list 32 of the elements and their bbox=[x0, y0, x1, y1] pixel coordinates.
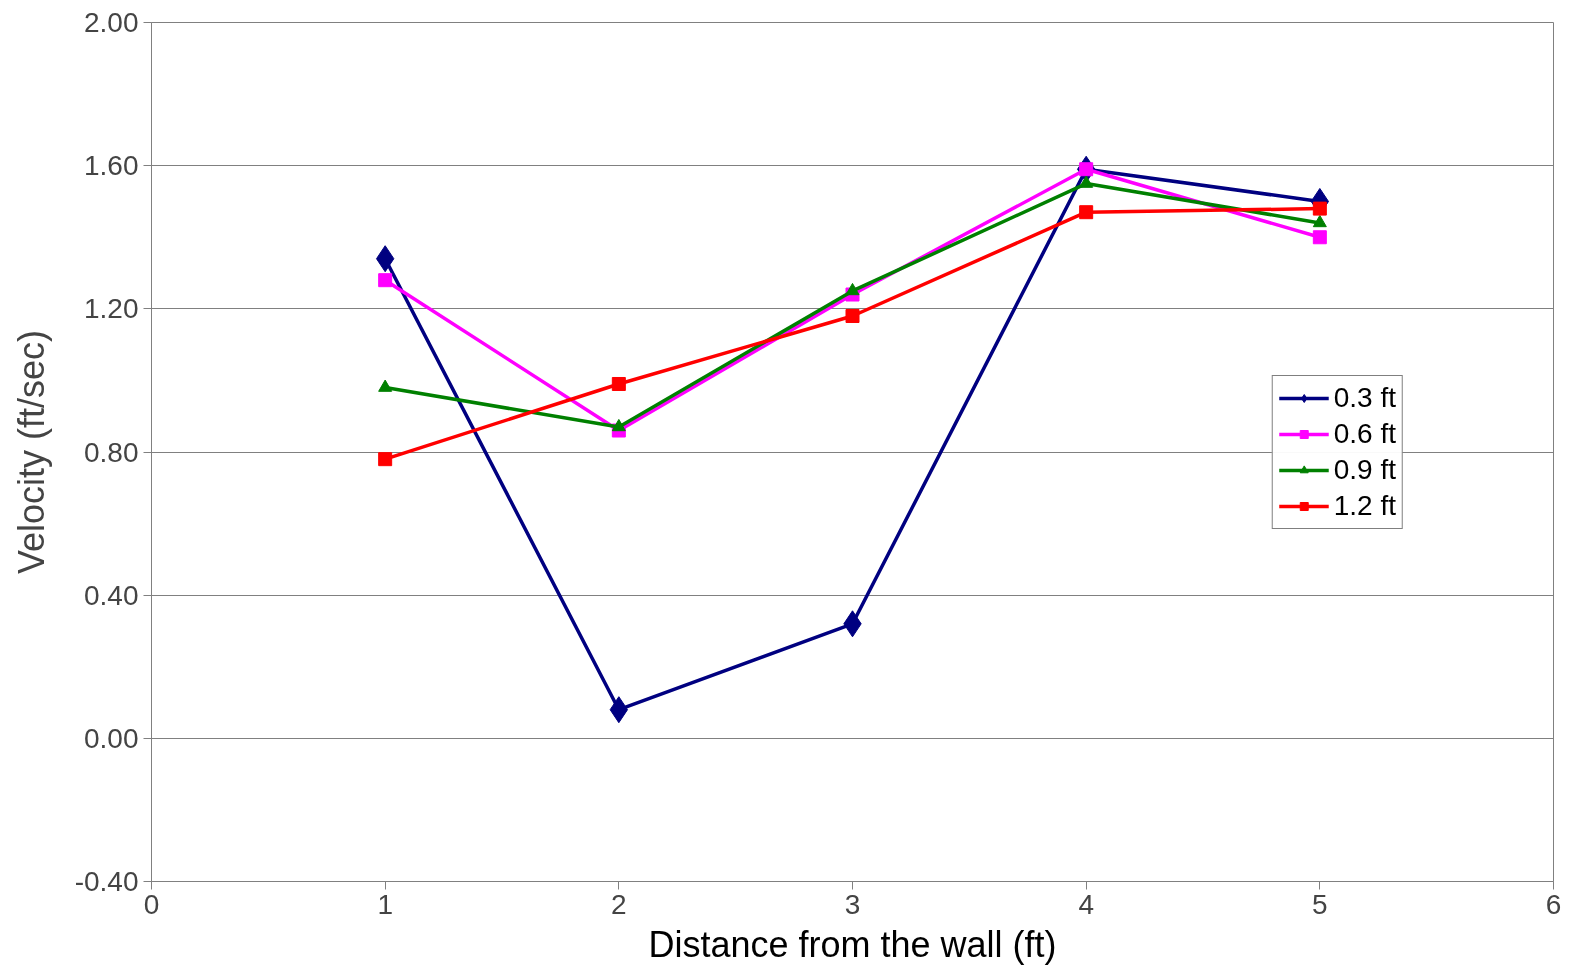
legend-label: 0.9 ft bbox=[1333, 453, 1396, 486]
y-tick-label: 1.20 bbox=[84, 293, 139, 325]
y-tick-label: -0.40 bbox=[74, 866, 139, 897]
point bbox=[845, 282, 860, 296]
x-tick-label: 4 bbox=[1078, 888, 1094, 920]
legend-label: 0.6 ft bbox=[1333, 417, 1396, 450]
x-tick-label: 2 bbox=[611, 888, 627, 920]
x-tick-label: 5 bbox=[1312, 888, 1328, 920]
point bbox=[1079, 175, 1094, 188]
x-tick-label: 3 bbox=[844, 888, 861, 920]
point bbox=[1312, 230, 1327, 245]
point bbox=[1079, 205, 1094, 220]
point bbox=[378, 273, 393, 288]
y-tick-label: 0.00 bbox=[84, 722, 139, 754]
y-tick-label: 0.80 bbox=[84, 436, 139, 468]
point bbox=[611, 418, 626, 432]
y-tick-label: 0.40 bbox=[84, 579, 139, 611]
point bbox=[1312, 214, 1327, 228]
legend-label: 1.2 ft bbox=[1333, 489, 1396, 522]
point bbox=[611, 377, 626, 391]
x-tick-label: 0 bbox=[143, 888, 160, 920]
x-tick-label: 1 bbox=[377, 888, 393, 920]
point bbox=[378, 452, 393, 467]
x-tick-label: 6 bbox=[1545, 888, 1562, 920]
y-tick-label: 2.00 bbox=[84, 7, 139, 38]
y-tick-label: 1.60 bbox=[84, 150, 139, 182]
point bbox=[1312, 201, 1327, 216]
point bbox=[845, 308, 860, 323]
y-axis-title: Velocity (ft/sec) bbox=[10, 329, 52, 575]
legend-label: 0.3 ft bbox=[1333, 381, 1396, 414]
point bbox=[378, 379, 393, 392]
x-axis-title: Distance from the wall (ft) bbox=[648, 923, 1057, 965]
